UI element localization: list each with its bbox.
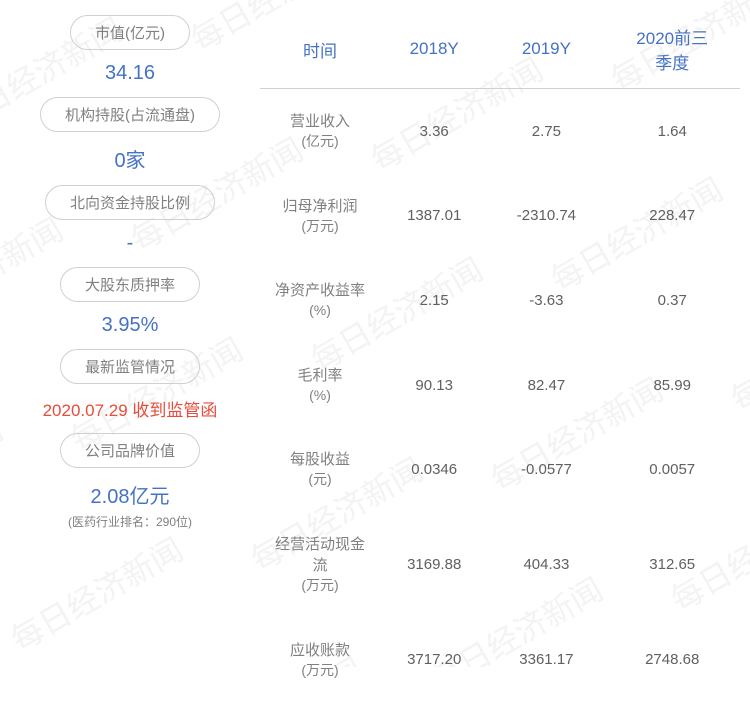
main-container: 市值(亿元) 34.16 机构持股(占流通盘) 0家北向资金持股比例 - 大股东质押率 3.…: [0, 0, 750, 667]
metric-unit: (万元): [268, 576, 372, 596]
card-value: 3.95%: [20, 314, 240, 337]
info-card-2: 北向资金持股比例 -: [20, 185, 240, 255]
table-row: 经营活动现金流(万元)3169.88404.33312.65: [260, 512, 740, 618]
data-cell: 2.75: [488, 89, 604, 174]
data-cell: 2.15: [380, 258, 488, 343]
card-label: 市值(亿元): [70, 15, 190, 50]
data-cell: 82.47: [488, 343, 604, 428]
data-cell: 1387.01: [380, 174, 488, 259]
data-cell: 0.0346: [380, 427, 488, 512]
card-label: 大股东质押率: [60, 267, 200, 302]
card-label: 机构持股(占流通盘): [40, 97, 220, 132]
metric-name: 每股收益: [268, 449, 372, 470]
metric-unit: (万元): [268, 217, 372, 237]
table-header-cell: 2018Y: [380, 10, 488, 89]
table-header-cell: 2019Y: [488, 10, 604, 89]
data-cell: 3361.17: [488, 618, 604, 702]
metric-label-cell: 归母净利润(万元): [260, 174, 380, 259]
card-value: -: [20, 232, 240, 255]
card-value: 34.16: [20, 62, 240, 85]
card-value: 2.08亿元: [20, 480, 240, 509]
table-header-cell: 时间: [260, 10, 380, 89]
card-value: 0家: [20, 144, 240, 173]
data-cell: 3717.20: [380, 618, 488, 702]
table-header-row: 时间2018Y2019Y2020前三季度: [260, 10, 740, 89]
data-cell: -2310.74: [488, 174, 604, 259]
data-cell: 228.47: [604, 174, 740, 259]
metric-name: 经营活动现金流: [268, 534, 372, 576]
info-card-5: 公司品牌价值 2.08亿元 (医药行业排名：290位): [20, 433, 240, 530]
metric-unit: (万元): [268, 661, 372, 681]
table-row: 每股收益(元)0.0346-0.05770.0057: [260, 427, 740, 512]
table-row: 毛利率(%)90.1382.4785.99: [260, 343, 740, 428]
metric-unit: (元): [268, 470, 372, 490]
metric-label-cell: 应收账款(万元): [260, 618, 380, 702]
data-cell: -0.0577: [488, 427, 604, 512]
metric-label-cell: 每股收益(元): [260, 427, 380, 512]
card-label: 公司品牌价值: [60, 433, 200, 468]
card-value: 2020.07.29 收到监管函: [20, 396, 240, 421]
metric-label-cell: 经营活动现金流(万元): [260, 512, 380, 618]
metric-name: 净资产收益率: [268, 280, 372, 301]
table-header: 时间2018Y2019Y2020前三季度: [260, 10, 740, 89]
metric-label-cell: 营业收入(亿元): [260, 89, 380, 174]
info-card-4: 最新监管情况 2020.07.29 收到监管函: [20, 349, 240, 421]
info-card-1: 机构持股(占流通盘) 0家: [20, 97, 240, 173]
card-label: 最新监管情况: [60, 349, 200, 384]
metric-name: 应收账款: [268, 640, 372, 661]
metric-name: 营业收入: [268, 111, 372, 132]
metric-label-cell: 毛利率(%): [260, 343, 380, 428]
data-cell: 3169.88: [380, 512, 488, 618]
data-cell: -3.63: [488, 258, 604, 343]
metric-unit: (亿元): [268, 132, 372, 152]
data-cell: 1.64: [604, 89, 740, 174]
right-panel: 时间2018Y2019Y2020前三季度 营业收入(亿元)3.362.751.6…: [260, 0, 750, 667]
data-cell: 312.65: [604, 512, 740, 618]
metric-unit: (%): [268, 386, 372, 406]
card-note: (医药行业排名：290位): [20, 513, 240, 530]
left-panel: 市值(亿元) 34.16 机构持股(占流通盘) 0家北向资金持股比例 - 大股东质押率 3.…: [0, 0, 260, 667]
metric-name: 归母净利润: [268, 196, 372, 217]
financial-table: 时间2018Y2019Y2020前三季度 营业收入(亿元)3.362.751.6…: [260, 10, 740, 702]
data-cell: 2748.68: [604, 618, 740, 702]
table-header-cell: 2020前三季度: [604, 10, 740, 89]
table-body: 营业收入(亿元)3.362.751.64归母净利润(万元)1387.01-231…: [260, 89, 740, 702]
metric-label-cell: 净资产收益率(%): [260, 258, 380, 343]
data-cell: 404.33: [488, 512, 604, 618]
metric-unit: (%): [268, 301, 372, 321]
table-row: 净资产收益率(%)2.15-3.630.37: [260, 258, 740, 343]
data-cell: 85.99: [604, 343, 740, 428]
table-row: 归母净利润(万元)1387.01-2310.74228.47: [260, 174, 740, 259]
data-cell: 0.37: [604, 258, 740, 343]
metric-name: 毛利率: [268, 365, 372, 386]
data-cell: 90.13: [380, 343, 488, 428]
info-card-3: 大股东质押率 3.95%: [20, 267, 240, 337]
table-row: 应收账款(万元)3717.203361.172748.68: [260, 618, 740, 702]
card-label: 北向资金持股比例: [45, 185, 215, 220]
data-cell: 3.36: [380, 89, 488, 174]
table-row: 营业收入(亿元)3.362.751.64: [260, 89, 740, 174]
info-card-0: 市值(亿元) 34.16: [20, 15, 240, 85]
data-cell: 0.0057: [604, 427, 740, 512]
